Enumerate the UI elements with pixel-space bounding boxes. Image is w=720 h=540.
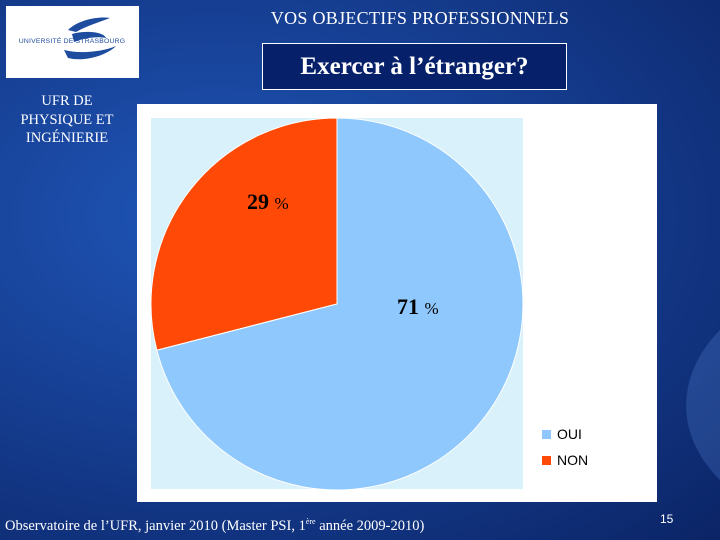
logo-text: UNIVERSITÉ DE STRASBOURG [19,36,125,45]
slice-label-oui: 71 % [397,294,439,319]
source-note: Observatoire de l’UFR, janvier 2010 (Mas… [5,517,424,535]
department-label: UFR DE PHYSIQUE ET INGÉNIERIE [2,92,132,148]
legend-label-oui: OUI [557,426,582,442]
source-text-end: année 2009-2010) [315,517,425,534]
strasbourg-logo-icon: UNIVERSITÉ DE STRASBOURG [19,17,125,60]
department-line: PHYSIQUE ET [20,111,114,128]
pie-slice-non [150,117,338,351]
department-line: INGÉNIERIE [25,130,109,146]
university-logo: UNIVERSITÉ DE STRASBOURG [6,6,139,78]
background-swoosh [686,330,720,480]
slide-title: VOS OBJECTIFS PROFESSIONNELS [270,8,570,28]
pie-slice-oui [156,117,524,491]
pie-chart: 29 % 71 % OUI NON [150,117,588,491]
legend-swatch-non [542,456,551,465]
source-superscript: ère [305,517,316,526]
source-text: Observatoire de l’UFR, janvier 2010 (Mas… [5,517,306,534]
department-line: UFR DE [41,93,93,109]
legend-label-non: NON [557,452,588,468]
slice-label-non: 29 % [247,189,289,214]
chart-panel: 29 % 71 % OUI NON [137,104,657,502]
legend-swatch-oui [542,430,551,439]
page-number: 15 [660,512,674,526]
question-title: Exercer à l’étranger? [262,43,567,90]
